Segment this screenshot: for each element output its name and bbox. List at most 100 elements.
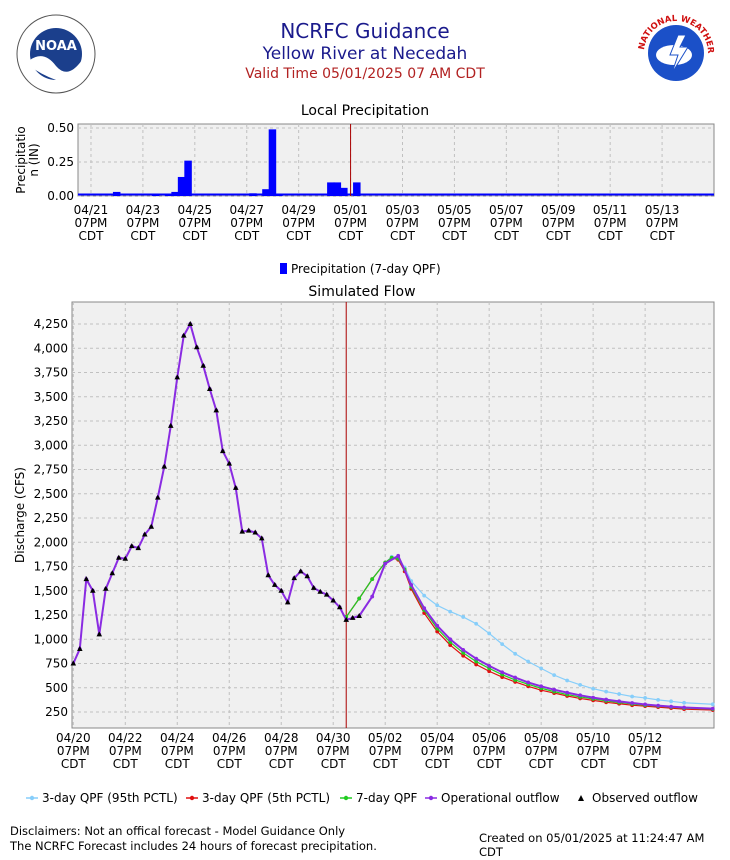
legend-label-3: Operational outflow: [441, 791, 560, 805]
series-point-3: [500, 670, 505, 675]
flow-x-tick-label: 04/22: [108, 731, 143, 745]
flow-x-tick-label: 07PM: [577, 744, 610, 758]
precip-bar: [333, 182, 342, 196]
flow-x-tick-label: CDT: [425, 757, 451, 771]
precip-plot-area: [77, 123, 715, 197]
flow-x-tick-label: CDT: [269, 757, 295, 771]
precip-x-tick-label: 07PM: [126, 216, 159, 230]
series-point-0: [669, 699, 674, 704]
flow-x-tick-label: CDT: [581, 757, 607, 771]
series-point-1: [461, 653, 466, 658]
precip-x-tick-label: CDT: [650, 229, 676, 243]
flow-y-tick-label: 1,750: [34, 560, 68, 574]
precip-x-tick-label: 07PM: [334, 216, 367, 230]
series-point-0: [448, 609, 453, 614]
chart-title: NCRFC Guidance: [280, 19, 450, 43]
series-point-3: [578, 693, 583, 698]
series-point-3: [409, 583, 414, 587]
observed-outflow-marker: [349, 614, 356, 620]
series-point-2: [370, 577, 375, 582]
precip-x-tick-label: 07PM: [646, 216, 679, 230]
precip-y-tick-label: 0.25: [47, 155, 74, 169]
series-point-3: [591, 695, 596, 700]
legend-label-0: 3-day QPF (95th PCTL): [42, 791, 178, 805]
flow-x-tick-label: 07PM: [473, 744, 506, 758]
flow-x-tick-label: 05/06: [472, 731, 507, 745]
flow-x-tick-label: 07PM: [421, 744, 454, 758]
series-point-0: [565, 678, 570, 683]
flow-x-tick-label: 07PM: [629, 744, 662, 758]
flow-y-tick-label: 4,250: [34, 317, 68, 331]
flow-y-tick-label: 1,250: [34, 608, 68, 622]
series-point-3: [710, 706, 715, 711]
observed-outflow-marker: [297, 568, 304, 574]
observed-outflow-marker: [200, 362, 207, 368]
legend-dot-0: [29, 795, 35, 801]
precip-x-tick-label: CDT: [234, 229, 260, 243]
precip-x-tick-label: 07PM: [282, 216, 315, 230]
legend-dot-1: [189, 795, 195, 801]
flow-y-tick-label: 1,500: [34, 584, 68, 598]
series-point-0: [578, 682, 583, 687]
flow-x-tick-label: CDT: [61, 757, 87, 771]
series-point-3: [448, 637, 453, 642]
flow-y-axis-label: Discharge (CFS): [13, 467, 27, 563]
series-point-3: [617, 699, 622, 704]
series-point-0: [513, 651, 518, 656]
flow-y-tick-label: 750: [45, 657, 68, 671]
precip-x-tick-label: CDT: [598, 229, 624, 243]
precip-x-tick-label: CDT: [286, 229, 312, 243]
series-point-0: [487, 631, 492, 636]
observed-outflow-marker: [102, 585, 109, 591]
disclaimer-line-2: The NCRFC Forecast includes 24 hours of …: [10, 839, 377, 853]
series-point-3: [630, 701, 635, 705]
observed-outflow-marker: [317, 588, 324, 594]
precip-x-tick-label: CDT: [79, 229, 105, 243]
series-point-0: [500, 642, 505, 646]
flow-y-tick-label: 3,750: [34, 366, 68, 380]
observed-outflow-marker: [330, 597, 337, 603]
precip-x-tick-label: CDT: [442, 229, 468, 243]
flow-y-tick-label: 2,250: [34, 511, 68, 525]
precip-y-axis-label-line: Precipitatio: [14, 126, 28, 193]
flow-plot-area: [71, 301, 715, 729]
legend-dot-3: [428, 795, 434, 801]
flow-y-tick-label: 2,500: [34, 487, 68, 501]
flow-x-tick-label: 07PM: [57, 744, 90, 758]
legend-label-2: 7-day QPF: [356, 791, 418, 805]
precip-x-tick-label: 05/03: [385, 203, 420, 217]
precip-x-tick-label: CDT: [338, 229, 364, 243]
precip-x-tick-label: 07PM: [594, 216, 627, 230]
observed-outflow-marker: [239, 528, 246, 534]
observed-outflow-marker: [109, 570, 116, 576]
series-point-3: [604, 697, 609, 702]
observed-outflow-marker: [271, 581, 278, 587]
observed-outflow-marker: [141, 531, 148, 537]
precip-x-tick-label: 04/25: [178, 203, 213, 217]
series-point-3: [396, 553, 401, 558]
precip-legend-label: Precipitation (7-day QPF): [291, 262, 441, 276]
observed-outflow-marker: [245, 527, 252, 533]
observed-outflow-marker: [154, 494, 161, 500]
created-timestamp: Created on 05/01/2025 at 11:24:47 AM CDT: [479, 831, 705, 859]
precip-x-tick-label: 07PM: [490, 216, 523, 230]
flow-x-tick-label: 04/28: [264, 731, 299, 745]
precip-bar: [184, 160, 192, 196]
observed-outflow-marker: [83, 576, 90, 582]
precip-x-tick-label: CDT: [494, 229, 520, 243]
valid-time: Valid Time 05/01/2025 07 AM CDT: [245, 66, 485, 82]
observed-outflow-marker: [343, 616, 350, 622]
precip-x-tick-label: 07PM: [75, 216, 108, 230]
flow-panel-title: Simulated Flow: [308, 284, 415, 300]
series-point-3: [539, 684, 544, 689]
precip-x-tick-label: 04/23: [126, 203, 161, 217]
series-point-0: [630, 694, 635, 699]
series-point-0: [539, 666, 544, 671]
observed-outflow-marker: [96, 631, 103, 637]
flow-x-tick-label: 07PM: [369, 744, 402, 758]
observed-outflow-marker: [76, 645, 83, 651]
observed-outflow-marker: [258, 535, 265, 541]
precip-bar: [268, 129, 277, 196]
series-point-3: [474, 656, 479, 661]
